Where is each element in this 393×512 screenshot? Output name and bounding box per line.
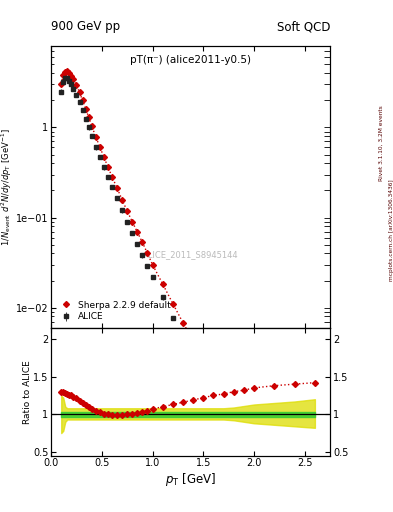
Sherpa 2.2.9 default bbox=[89, 123, 94, 129]
Sherpa 2.2.9 default bbox=[101, 154, 106, 160]
Sherpa 2.2.9 default bbox=[135, 229, 140, 235]
Sherpa 2.2.9 default bbox=[292, 501, 297, 507]
Sherpa 2.2.9 default bbox=[59, 81, 64, 87]
Text: pT(π⁻) (alice2011-y0.5): pT(π⁻) (alice2011-y0.5) bbox=[130, 55, 251, 65]
Sherpa 2.2.9 default bbox=[211, 374, 216, 380]
Sherpa 2.2.9 default bbox=[115, 185, 119, 191]
Sherpa 2.2.9 default bbox=[221, 391, 226, 397]
Sherpa 2.2.9 default bbox=[61, 72, 66, 78]
Sherpa 2.2.9 default bbox=[65, 68, 70, 74]
Sherpa 2.2.9 default bbox=[191, 337, 195, 344]
Y-axis label: Ratio to ALICE: Ratio to ALICE bbox=[22, 360, 31, 423]
Text: mcplots.cern.ch [arXiv:1306.3436]: mcplots.cern.ch [arXiv:1306.3436] bbox=[389, 180, 393, 281]
Sherpa 2.2.9 default bbox=[171, 301, 175, 307]
Sherpa 2.2.9 default bbox=[86, 114, 91, 120]
Text: Rivet 3.1.10, 3.2M events: Rivet 3.1.10, 3.2M events bbox=[379, 105, 384, 181]
Y-axis label: $1/N_{\rm event}\ d^{2}N/dy/dp_{\rm T}\ [{\rm GeV}^{-1}]$: $1/N_{\rm event}\ d^{2}N/dy/dp_{\rm T}\ … bbox=[0, 128, 14, 246]
Sherpa 2.2.9 default bbox=[231, 409, 236, 415]
Sherpa 2.2.9 default bbox=[130, 219, 135, 225]
Sherpa 2.2.9 default bbox=[145, 250, 150, 257]
Sherpa 2.2.9 default bbox=[201, 356, 206, 362]
Text: ALICE_2011_S8945144: ALICE_2011_S8945144 bbox=[143, 250, 239, 259]
Text: 900 GeV pp: 900 GeV pp bbox=[51, 20, 120, 33]
Sherpa 2.2.9 default bbox=[63, 69, 68, 75]
X-axis label: $p_{\rm T}$ [GeV]: $p_{\rm T}$ [GeV] bbox=[165, 471, 216, 488]
Sherpa 2.2.9 default bbox=[106, 164, 110, 170]
Sherpa 2.2.9 default bbox=[150, 262, 155, 268]
Sherpa 2.2.9 default bbox=[69, 73, 74, 79]
Sherpa 2.2.9 default bbox=[94, 134, 98, 140]
Sherpa 2.2.9 default bbox=[252, 442, 256, 448]
Sherpa 2.2.9 default bbox=[71, 76, 76, 82]
Legend: Sherpa 2.2.9 default, ALICE: Sherpa 2.2.9 default, ALICE bbox=[55, 299, 173, 323]
Sherpa 2.2.9 default bbox=[181, 319, 185, 326]
Sherpa 2.2.9 default bbox=[120, 197, 125, 203]
Sherpa 2.2.9 default bbox=[140, 239, 145, 245]
Line: Sherpa 2.2.9 default: Sherpa 2.2.9 default bbox=[59, 69, 317, 512]
Text: Soft QCD: Soft QCD bbox=[277, 20, 330, 33]
Sherpa 2.2.9 default bbox=[242, 425, 246, 431]
Sherpa 2.2.9 default bbox=[125, 208, 130, 214]
Sherpa 2.2.9 default bbox=[77, 89, 82, 95]
Sherpa 2.2.9 default bbox=[83, 105, 88, 112]
Sherpa 2.2.9 default bbox=[97, 144, 102, 150]
Sherpa 2.2.9 default bbox=[272, 472, 277, 478]
Sherpa 2.2.9 default bbox=[160, 281, 165, 287]
Sherpa 2.2.9 default bbox=[80, 97, 85, 103]
Sherpa 2.2.9 default bbox=[67, 70, 72, 76]
Sherpa 2.2.9 default bbox=[110, 174, 114, 180]
Sherpa 2.2.9 default bbox=[74, 82, 79, 88]
